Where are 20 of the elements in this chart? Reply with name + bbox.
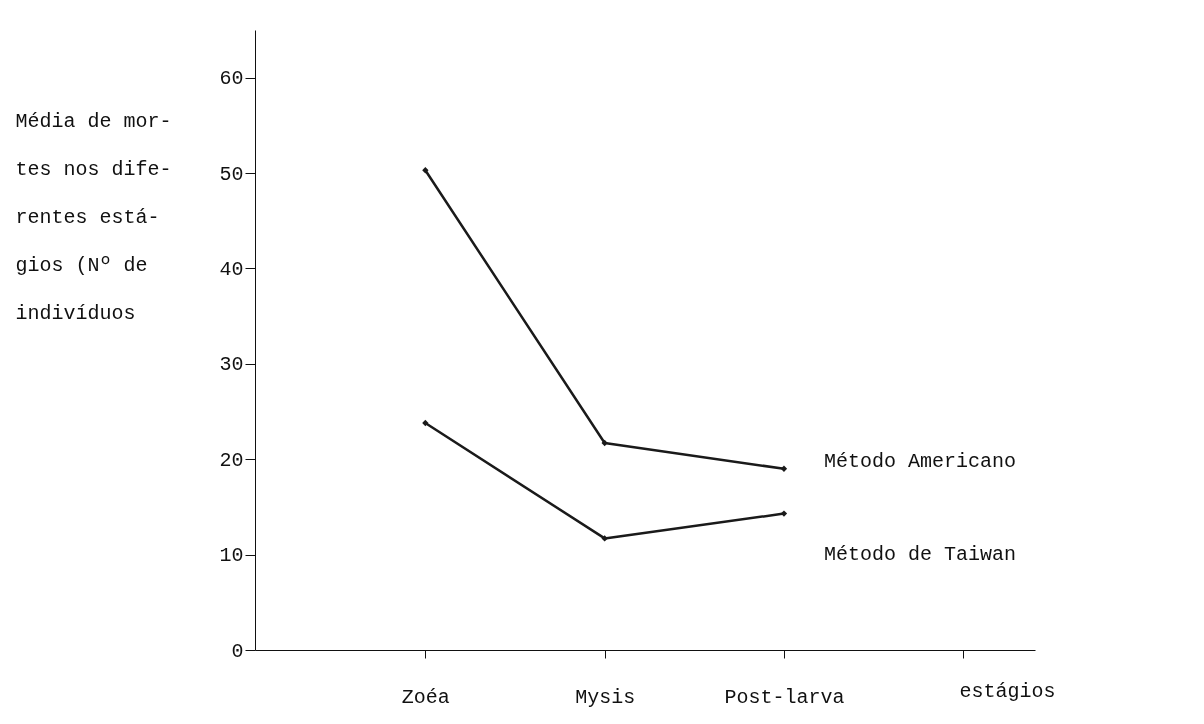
x-axis-title: estágios [959, 679, 1056, 703]
y-tick-label: 20 [219, 448, 244, 472]
point [780, 465, 788, 472]
x-tick-label: Zoéa [401, 685, 450, 709]
y-tick-label: 10 [219, 544, 244, 568]
y-tick-label: 60 [219, 67, 244, 91]
x-tick-label: Post-larva [724, 685, 845, 709]
text: Método de Taiwan [823, 542, 1016, 566]
point [601, 439, 608, 447]
x-tick-label: Mysis [575, 685, 636, 709]
point [601, 535, 608, 542]
series-label: Método Americano [823, 449, 1016, 473]
y-tick-label: 50 [219, 162, 244, 186]
y-tick-label: 40 [219, 257, 244, 281]
point [422, 167, 429, 174]
text: Média de mor- tes nos dife- rentes está- gios (Nº de indivíduos [15, 109, 172, 325]
y-tick-label: 0 [231, 639, 244, 663]
y-tick-label: 30 [219, 353, 244, 377]
point [780, 510, 788, 517]
point [422, 419, 429, 427]
